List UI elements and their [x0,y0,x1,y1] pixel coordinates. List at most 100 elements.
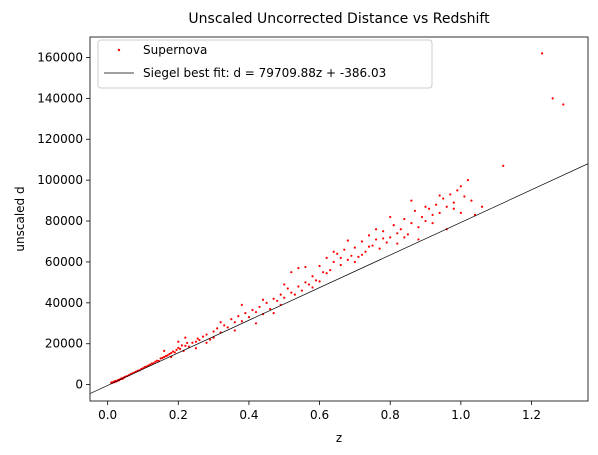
data-point [339,263,342,267]
data-point [413,209,417,212]
data-point [205,333,208,336]
data-point [180,344,183,347]
y-tick-label: 100000 [37,173,83,187]
legend-supernova-marker [117,48,121,52]
data-point [156,359,159,362]
data-point [459,185,462,188]
data-point [336,252,339,255]
data-point [223,324,226,327]
data-point [163,349,166,352]
data-point [382,230,385,233]
legend: Supernova Siegel best fit: d = 79709.88z… [97,39,433,89]
data-point [311,286,314,289]
data-point [187,345,190,348]
data-point [170,351,173,355]
x-tick-label: 0.4 [239,408,258,422]
data-point [261,298,265,301]
data-point [269,307,272,311]
data-point [420,215,424,219]
best-fit-line [90,163,588,394]
data-point [360,253,364,256]
data-point [212,330,215,333]
x-tick-label: 0.8 [381,408,400,422]
data-point [463,195,466,198]
y-tick-label: 0 [75,378,83,392]
data-point [551,97,554,100]
legend-supernova-label: Supernova [143,43,207,57]
data-point [198,338,201,342]
x-tick-label: 1.2 [522,408,541,422]
x-tick-label: 0.0 [98,408,117,422]
data-point [459,211,462,214]
axes: 0.0 0.2 0.4 0.6 0.8 1.0 1.2 0 20000 40000 60000 800… [37,36,589,422]
data-point [343,248,346,251]
data-point [367,234,371,237]
data-point [290,271,293,274]
data-point [300,289,304,292]
data-point [438,211,441,214]
data-point [403,236,406,239]
data-point [396,242,399,245]
data-point [283,296,286,299]
data-point [353,246,356,249]
y-tick-label: 160000 [37,50,83,64]
data-point [272,311,275,315]
data-point [452,207,455,210]
data-point [540,52,544,55]
data-point [360,240,364,243]
data-point [449,193,452,196]
data-point [350,254,353,257]
data-point [367,245,371,248]
data-point [201,335,205,338]
data-point [431,221,434,225]
data-point [276,299,279,302]
data-point [304,281,307,284]
data-point [240,303,243,306]
data-point [143,365,146,369]
data-point [265,301,268,304]
chart-title: Unscaled Uncorrected Distance vs Redshif… [188,11,490,27]
y-tick-label: 80000 [45,214,83,228]
data-point [339,256,342,259]
data-point [254,310,258,314]
x-tick-label: 1.0 [451,408,470,422]
data-point [168,352,171,356]
data-point [396,232,399,235]
data-point [251,308,254,312]
data-point [297,285,300,288]
data-point [173,351,176,354]
data-point [297,266,300,270]
data-point [286,287,289,290]
data-point [399,228,402,231]
data-point [435,203,438,206]
data-point [164,354,168,358]
data-point [562,103,565,106]
data-point [385,241,388,244]
plot-area [90,52,588,394]
data-point [254,322,258,325]
data-point [184,344,187,347]
data-point [307,283,311,286]
data-point [466,179,470,182]
data-point [272,297,275,300]
y-axis-label: unscaled d [13,186,27,251]
data-point [424,219,427,223]
data-point [240,320,243,323]
data-point [244,311,247,315]
data-point [177,340,180,343]
data-point [325,272,328,275]
axes-frame [89,36,589,402]
data-point [371,244,374,247]
data-point [226,326,229,329]
data-point [258,305,261,309]
data-point [389,215,392,219]
data-point [417,238,420,241]
data-point [332,260,335,264]
data-point [318,264,321,268]
data-point [293,293,296,296]
data-point [374,228,378,231]
data-point [406,233,409,236]
data-point [382,237,385,240]
y-tick-label: 60000 [45,255,83,269]
